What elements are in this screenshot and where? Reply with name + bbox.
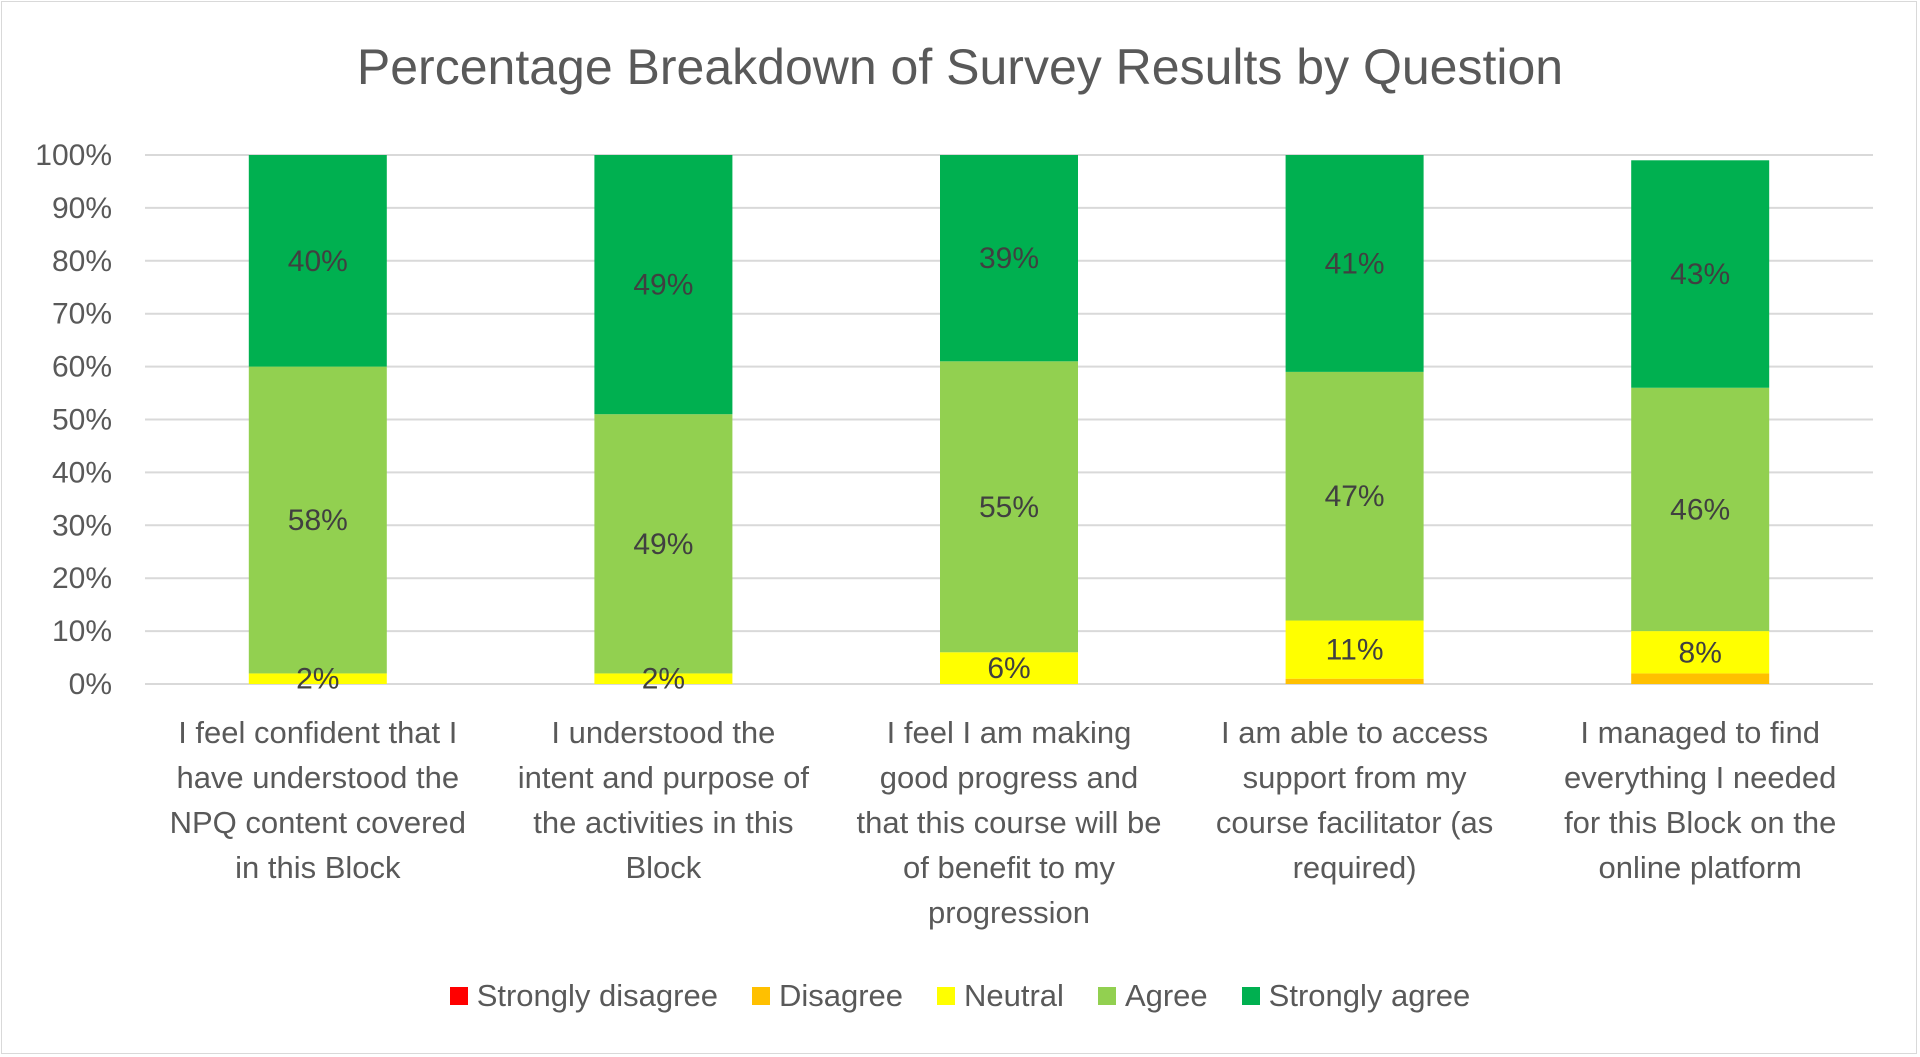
- bar-segment: [940, 652, 1078, 684]
- bar-segment: [1631, 387, 1770, 632]
- legend-label: Disagree: [778, 978, 903, 1013]
- bar-segment: [248, 673, 387, 684]
- category-label-line: intent and purpose of: [517, 760, 810, 795]
- category-label-line: support from my: [1242, 760, 1467, 795]
- legend-item: Agree: [1097, 978, 1208, 1014]
- legend-item: Disagree: [751, 978, 903, 1014]
- y-tick-label: 40%: [52, 456, 112, 489]
- data-label: 49%: [633, 269, 693, 302]
- bar-segment: [1285, 155, 1424, 372]
- data-label: 11%: [1326, 634, 1384, 667]
- data-label: 47%: [1325, 480, 1385, 513]
- bar-segment: [1285, 620, 1424, 679]
- chart-title: Percentage Breakdown of Survey Results b…: [356, 39, 1564, 95]
- legend-label: Agree: [1124, 978, 1208, 1013]
- bar-segment: [594, 155, 733, 415]
- category-label-line: I understood the: [551, 715, 776, 750]
- data-label: 40%: [288, 245, 348, 278]
- legend-item: Neutral: [937, 978, 1064, 1014]
- legend-label: Strongly agree: [1268, 978, 1471, 1013]
- bar-segment: [1631, 631, 1770, 674]
- y-tick-label: 0%: [69, 668, 112, 701]
- bar-segment: [940, 155, 1078, 362]
- category-label: I understood the intent and purpose of the…: [493, 710, 833, 890]
- category-label-line: good progress and: [879, 760, 1139, 795]
- data-label: 6%: [987, 652, 1030, 685]
- data-label: 49%: [633, 528, 693, 561]
- bar-segment: [1631, 673, 1770, 684]
- bar-segment: [594, 673, 733, 684]
- category-label-line: course facilitator (as: [1215, 805, 1494, 840]
- category-label-line: I feel I am making: [886, 715, 1132, 750]
- legend-swatch: [751, 987, 770, 1005]
- bar-segment: [1285, 678, 1424, 684]
- legend-swatch: [1241, 987, 1260, 1005]
- legend-swatch: [1097, 987, 1116, 1005]
- data-label: 41%: [1325, 247, 1385, 280]
- y-tick-label: 100%: [35, 139, 112, 172]
- category-label-line: required): [1292, 850, 1417, 885]
- legend-label: Neutral: [964, 978, 1064, 1013]
- category-label: I feel I am making good progress and that …: [839, 710, 1179, 935]
- category-label-line: progression: [928, 895, 1090, 930]
- bar-segment: [594, 414, 733, 674]
- legend-item: Strongly disagree: [449, 978, 718, 1014]
- category-label-line: everything I needed: [1564, 760, 1837, 795]
- category-label-line: I am able to access: [1221, 715, 1489, 750]
- y-tick-label: 50%: [52, 404, 112, 437]
- category-label-line: I managed to find: [1580, 715, 1820, 750]
- category-label-line: I feel confident that I: [178, 715, 458, 750]
- category-label: I feel confident that I have understood t…: [148, 710, 488, 890]
- y-tick-label: 60%: [52, 351, 112, 384]
- category-label-line: online platform: [1598, 850, 1802, 885]
- bar-segment: [940, 361, 1078, 653]
- category-label-line: the activities in this: [533, 805, 794, 840]
- y-tick-label: 90%: [52, 192, 112, 225]
- data-label: 55%: [979, 491, 1039, 524]
- y-tick-label: 70%: [52, 298, 112, 331]
- data-label: 39%: [979, 242, 1039, 275]
- category-label: I am able to access support from my course…: [1185, 710, 1525, 890]
- category-label-line: in this Block: [235, 850, 401, 885]
- category-label-line: Block: [625, 850, 702, 885]
- y-tick-label: 20%: [52, 562, 112, 595]
- category-label: I managed to find everything I needed for …: [1530, 710, 1870, 890]
- bar-segment: [248, 155, 387, 367]
- data-label: 43%: [1670, 258, 1730, 291]
- y-tick-label: 10%: [52, 615, 112, 648]
- legend-swatch: [937, 987, 955, 1005]
- category-label-line: for this Block on the: [1564, 805, 1837, 840]
- category-label-line: that this course will be: [856, 805, 1162, 840]
- bar-segment: [1285, 371, 1424, 621]
- bar-segment: [1631, 160, 1770, 388]
- data-label: 58%: [288, 504, 348, 537]
- data-label: 8%: [1679, 636, 1722, 669]
- legend: Strongly disagree Disagree Neutral Agree Str…: [0, 978, 1920, 1014]
- y-tick-label: 30%: [52, 509, 112, 542]
- category-label-line: have understood the: [176, 760, 460, 795]
- legend-swatch: [449, 987, 468, 1005]
- legend-item: Strongly agree: [1241, 978, 1471, 1014]
- data-label: 46%: [1670, 493, 1730, 526]
- data-label: 2%: [296, 663, 339, 696]
- category-label-line: of benefit to my: [903, 850, 1115, 885]
- data-label: 2%: [642, 663, 685, 696]
- bar-segment: [248, 366, 387, 674]
- y-tick-label: 80%: [52, 245, 112, 278]
- legend-label: Strongly disagree: [476, 978, 718, 1013]
- category-label-line: NPQ content covered: [169, 805, 466, 840]
